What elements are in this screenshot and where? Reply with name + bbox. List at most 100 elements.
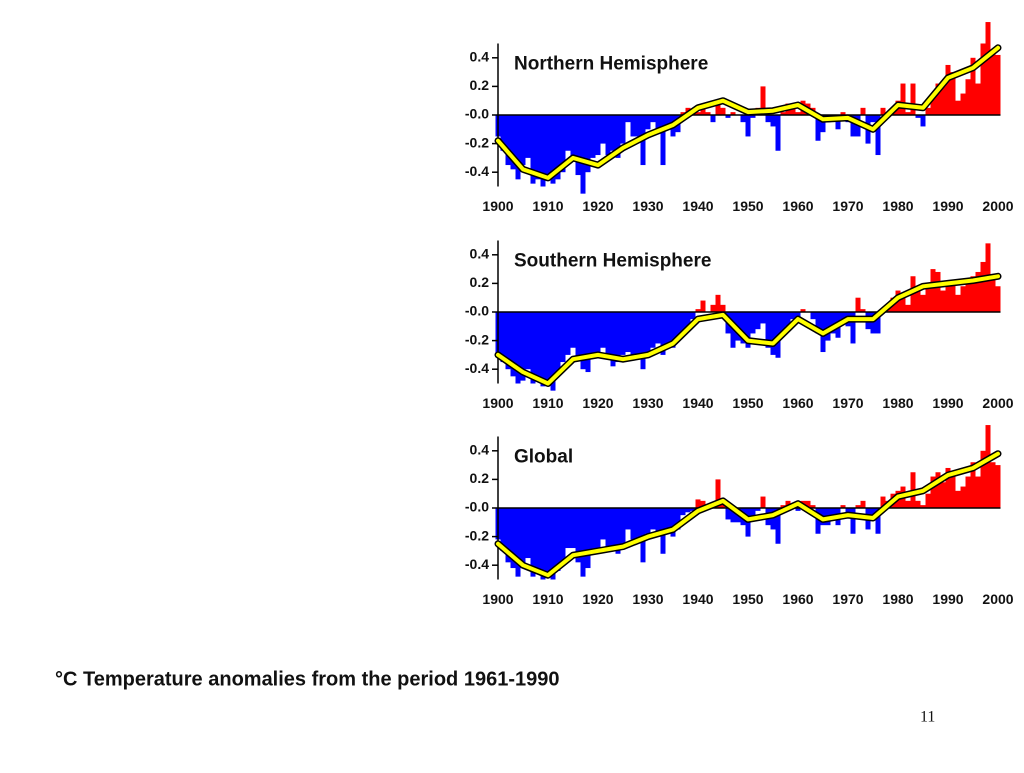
bar: [555, 508, 561, 571]
bar: [665, 508, 671, 530]
x-tick-label: 1960: [782, 395, 813, 411]
bar: [905, 500, 911, 508]
x-tick-label: 1910: [532, 395, 563, 411]
x-tick-label: 1900: [482, 591, 513, 607]
bar: [730, 508, 736, 523]
bar: [620, 115, 626, 144]
bar: [670, 312, 676, 348]
bar: [565, 508, 571, 549]
bar: [880, 496, 886, 508]
bar: [635, 115, 641, 137]
x-tick-label: 1920: [582, 395, 613, 411]
bar: [810, 312, 816, 320]
bar: [830, 508, 836, 520]
bar: [905, 112, 911, 115]
y-tick-label: 0.4: [470, 442, 490, 458]
bar: [815, 115, 821, 141]
bar: [925, 493, 931, 508]
x-tick-label: 1900: [482, 395, 513, 411]
bar: [995, 54, 1001, 115]
bar: [605, 312, 611, 358]
bar: [745, 115, 751, 137]
y-tick-label: 0.4: [470, 49, 490, 65]
bar: [725, 508, 731, 520]
bar: [770, 312, 776, 355]
bar: [980, 43, 986, 115]
bar: [650, 508, 656, 530]
bar: [625, 115, 631, 123]
bar: [970, 57, 976, 115]
x-tick-label: 1930: [632, 591, 663, 607]
bar: [700, 500, 706, 508]
bar: [610, 508, 616, 551]
bar: [955, 490, 961, 508]
bar: [580, 115, 586, 194]
bar: [635, 312, 641, 358]
bar: [750, 508, 756, 520]
bar: [810, 505, 816, 508]
y-tick-label: -0.2: [465, 331, 489, 347]
bar: [930, 476, 936, 508]
bar: [935, 83, 941, 115]
bar: [500, 312, 506, 363]
x-tick-label: 2000: [982, 395, 1013, 411]
bar: [515, 508, 521, 577]
x-tick-label: 1970: [832, 395, 863, 411]
y-tick-label: -0.4: [465, 163, 489, 179]
bar: [595, 312, 601, 355]
bar: [740, 115, 746, 123]
x-tick-label: 1900: [482, 198, 513, 214]
smoothed-line: [496, 274, 1000, 386]
bar: [535, 115, 541, 180]
bar: [520, 312, 526, 381]
bar: [915, 115, 921, 118]
bar: [995, 465, 1001, 508]
y-tick-label: -0.0: [465, 499, 489, 515]
bar: [915, 500, 921, 508]
bar: [930, 93, 936, 115]
bar: [765, 115, 771, 123]
x-tick-label: 1940: [682, 395, 713, 411]
bar: [505, 115, 511, 166]
y-tick-label: -0.2: [465, 134, 489, 150]
bar: [500, 508, 506, 551]
bar: [555, 312, 561, 373]
bar: [780, 312, 786, 334]
bar: [675, 312, 681, 341]
bar: [905, 304, 911, 312]
y-tick-label: 0.2: [470, 274, 490, 290]
bar: [840, 112, 846, 115]
chart-title: Northern Hemisphere: [514, 54, 708, 75]
bar: [570, 508, 576, 549]
bar: [960, 486, 966, 508]
bar: [940, 290, 946, 312]
bar: [745, 312, 751, 348]
bar: [990, 50, 996, 115]
bar: [560, 312, 566, 363]
bar: [715, 294, 721, 312]
bar: [855, 505, 861, 508]
smoothed-line: [496, 451, 1000, 578]
bar: [525, 508, 531, 559]
x-tick-label: 1980: [882, 395, 913, 411]
bar: [980, 450, 986, 508]
bar: [500, 115, 506, 151]
bar: [530, 312, 536, 384]
bar: [795, 112, 801, 115]
bar: [755, 312, 761, 330]
x-tick-label: 1990: [932, 198, 963, 214]
y-tick-label: 0.2: [470, 470, 490, 486]
bar: [700, 300, 706, 312]
x-tick-label: 1930: [632, 198, 663, 214]
bar: [555, 115, 561, 180]
bar: [985, 22, 991, 115]
bar: [845, 508, 851, 516]
x-tick-label: 1910: [532, 591, 563, 607]
bar: [510, 312, 516, 377]
x-tick-label: 1970: [832, 198, 863, 214]
bar: [870, 115, 876, 123]
smoothed-line: [496, 45, 1000, 180]
bar: [975, 476, 981, 508]
x-tick-label: 1980: [882, 591, 913, 607]
bar: [760, 86, 766, 115]
